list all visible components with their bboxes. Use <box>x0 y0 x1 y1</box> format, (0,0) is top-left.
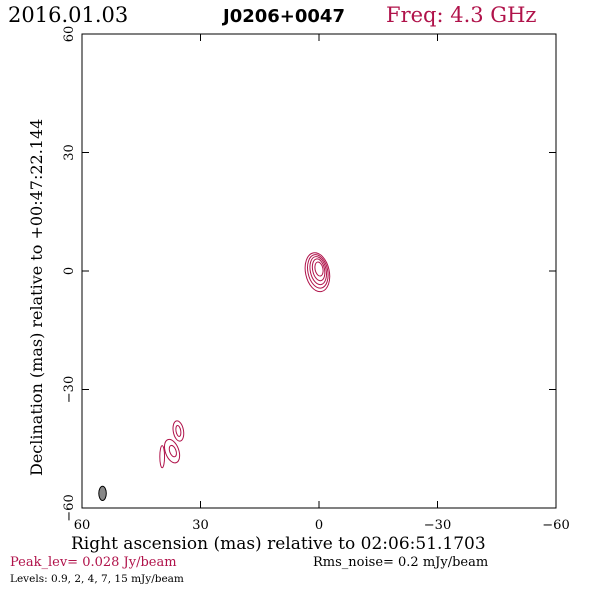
contour-line <box>172 420 185 442</box>
y-axis-label: Declination (mas) relative to +00:47:22.… <box>27 119 46 476</box>
beam-ellipse <box>98 485 107 501</box>
contour-line <box>159 445 166 469</box>
contour-line <box>175 425 182 437</box>
x-tick-label: 60 <box>74 518 91 533</box>
x-tick-label: −60 <box>542 518 569 533</box>
source-name: J0206+0047 <box>221 6 345 27</box>
y-tick-label: −30 <box>62 376 77 403</box>
component-jet-knot-1 <box>172 420 185 442</box>
observation-date: 2016.01.03 <box>8 3 128 27</box>
rms-noise: Rms_noise= 0.2 mJy/beam <box>313 555 488 570</box>
component-jet-knot-3 <box>159 445 166 469</box>
frequency-label: Freq: 4.3 GHz <box>386 3 536 27</box>
contour-line <box>163 438 181 464</box>
component-jet-knot-2 <box>163 438 181 464</box>
contour-line <box>311 258 326 282</box>
contour-line <box>304 252 331 293</box>
plot-frame <box>81 33 557 509</box>
peak-level: Peak_lev= 0.028 Jy/beam <box>10 555 177 570</box>
x-tick-label: 0 <box>315 518 323 533</box>
y-tick-label: 30 <box>62 144 77 161</box>
axis-ticks <box>81 33 557 509</box>
component-core <box>304 252 331 293</box>
contour-levels: Levels: 0.9, 2, 4, 7, 15 mJy/beam <box>10 573 184 585</box>
contour-line <box>307 254 329 289</box>
x-axis-label: Right ascension (mas) relative to 02:06:… <box>71 534 486 554</box>
x-tick-label: −30 <box>424 518 451 533</box>
x-tick-label: 30 <box>192 518 209 533</box>
y-tick-label: −60 <box>62 494 77 521</box>
contour-line <box>314 261 324 277</box>
y-tick-label: 0 <box>62 267 77 275</box>
contour-line <box>309 256 327 286</box>
contour-line <box>168 444 177 458</box>
y-tick-label: 60 <box>62 26 77 43</box>
contour-layer <box>98 252 331 501</box>
